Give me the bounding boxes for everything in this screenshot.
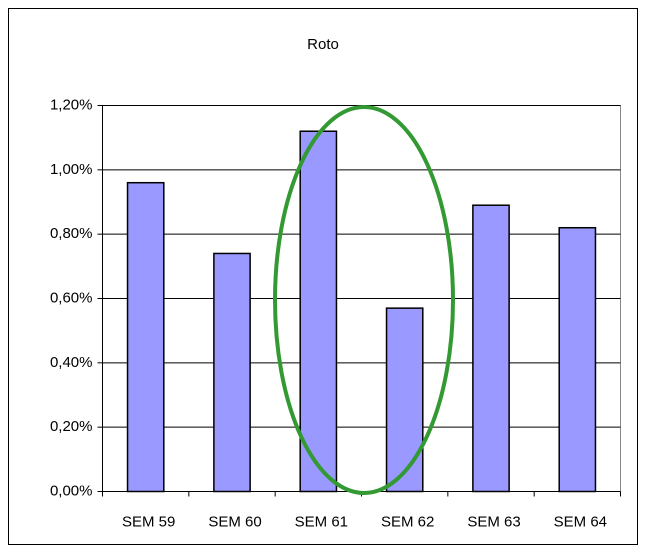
x-tick-label: SEM 60 bbox=[208, 513, 261, 530]
x-tick-label: SEM 63 bbox=[467, 513, 520, 530]
bar bbox=[213, 252, 251, 493]
x-tick-label: SEM 64 bbox=[554, 513, 607, 530]
y-tick-label: 0,60% bbox=[50, 289, 93, 306]
x-tick-label: SEM 61 bbox=[295, 513, 348, 530]
bar bbox=[558, 226, 597, 493]
y-tick-label: 0,00% bbox=[50, 482, 93, 499]
bar bbox=[299, 130, 338, 493]
y-tick-label: 0,40% bbox=[50, 354, 93, 371]
y-tick-label: 1,20% bbox=[50, 96, 93, 113]
y-tick-label: 0,80% bbox=[50, 225, 93, 242]
bar bbox=[472, 204, 510, 493]
highlight-ellipse bbox=[273, 105, 455, 495]
y-tick-label: 0,20% bbox=[50, 418, 93, 435]
x-tick-label: SEM 62 bbox=[381, 513, 434, 530]
x-tick-label: SEM 59 bbox=[122, 513, 175, 530]
chart-title: Roto bbox=[307, 36, 339, 53]
bar bbox=[126, 181, 165, 493]
y-tick-label: 1,00% bbox=[50, 161, 93, 178]
bar bbox=[385, 307, 424, 493]
